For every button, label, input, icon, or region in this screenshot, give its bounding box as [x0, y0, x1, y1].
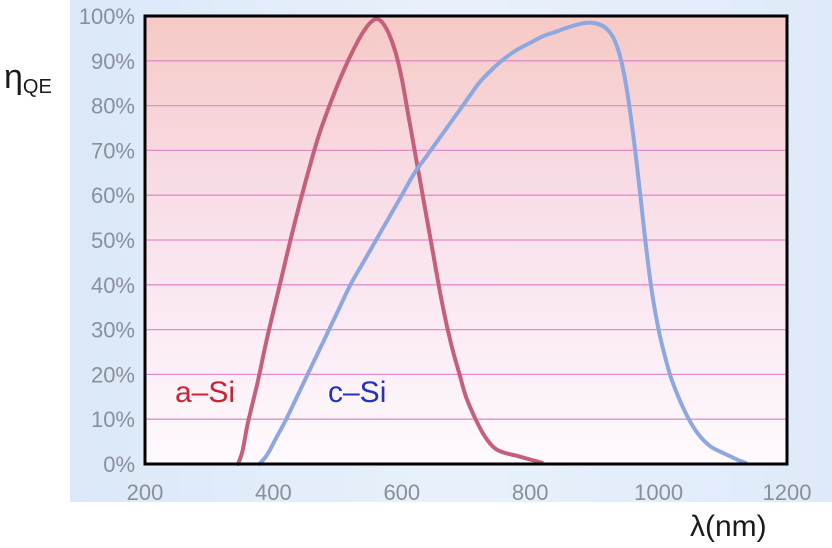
y-tick-label: 20%: [91, 362, 135, 387]
x-tick-label: 200: [127, 480, 164, 505]
y-tick-label: 50%: [91, 228, 135, 253]
series-line-c-si: [257, 20, 748, 466]
y-tick-label: 90%: [91, 49, 135, 74]
x-tick-label: 800: [512, 480, 549, 505]
y-tick-label: 70%: [91, 138, 135, 163]
series-line-a-si: [236, 16, 544, 466]
x-tick-label: 1200: [763, 480, 812, 505]
x-tick-label: 400: [255, 480, 292, 505]
y-tick-label: 80%: [91, 94, 135, 119]
y-tick-label: 30%: [91, 318, 135, 343]
x-tick-labels: 200 400 600 800 1000 1200: [127, 480, 812, 505]
y-tick-labels: 0% 10% 20% 30% 40% 50% 60% 70% 80% 90% 100%: [79, 4, 135, 477]
grid-lines: [145, 60, 787, 420]
y-axis-label-main: η: [4, 58, 23, 96]
y-axis-label: ηQE: [4, 58, 52, 98]
series-label-c-si: c–Si: [328, 376, 386, 409]
x-axis-label: λ(nm): [690, 510, 767, 543]
plot-frame: [143, 14, 789, 466]
y-tick-label: 40%: [91, 273, 135, 298]
y-tick-label: 60%: [91, 183, 135, 208]
y-tick-label: 10%: [91, 407, 135, 432]
series-label-a-si: a–Si: [175, 376, 235, 409]
y-axis-label-sub: QE: [23, 76, 52, 98]
x-tick-label: 600: [383, 480, 420, 505]
x-tick-label: 1000: [634, 480, 683, 505]
y-tick-label: 100%: [79, 4, 135, 29]
y-tick-label: 0%: [103, 452, 135, 477]
